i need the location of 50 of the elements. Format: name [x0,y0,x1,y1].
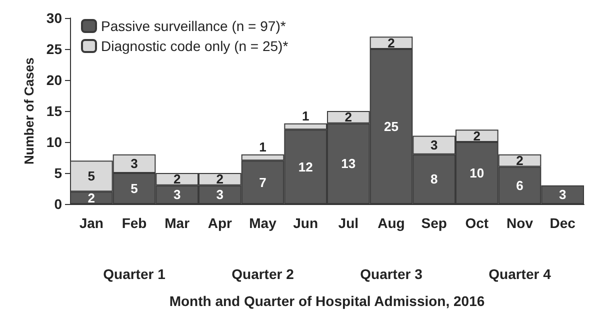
data-label: 12 [298,159,313,174]
data-label: 2 [473,128,481,144]
text: Quarter 2 [232,266,294,282]
x-tick-label: Aug [378,215,405,231]
x-tick-label: Apr [208,215,233,231]
x-tick-label: Jun [293,215,318,231]
y-tick-label: 30 [46,10,62,26]
data-label: 2 [216,172,224,187]
data-label: 10 [470,166,484,180]
data-label: 2 [88,190,96,206]
x-tick-label: May [249,215,277,231]
x-tick-label: Jul [338,215,359,231]
x-tick-label: Feb [122,215,147,231]
data-label: 25 [384,119,398,134]
data-label: 2 [344,110,352,125]
data-label: 3 [558,187,566,202]
x-tick-label: Dec [550,215,576,231]
legend-label: Passive surveillance (n = 97)* [101,18,286,34]
x-tick-label: Nov [506,215,534,231]
y-tick-label: 25 [46,41,62,57]
x-axis-title: Month and Quarter of Hospital Admission, 2016 [169,293,485,309]
x-tick-label: Oct [465,215,489,231]
y-tick-label: 0 [54,196,62,212]
text: Quarter 4 [488,266,552,282]
data-label: 7 [259,174,266,190]
y-tick-label: 20 [46,72,62,88]
data-label: 2 [516,153,524,168]
text: Quarter 3 [360,266,423,282]
data-label: 3 [130,156,138,172]
legend-label: Diagnostic code only (n = 25)* [101,38,289,54]
x-tick-label: Jan [79,215,104,231]
y-axis-title: Number of Cases [22,58,37,164]
data-label: 1 [259,139,266,154]
data-label: 8 [430,172,438,187]
data-label: 2 [388,35,395,50]
data-label: 5 [88,168,96,184]
data-label: 3 [216,187,224,202]
x-tick-label: Mar [164,215,190,231]
y-tick-label: 10 [46,134,62,150]
x-tick-label: Sep [421,215,447,231]
data-label: 3 [430,138,438,153]
data-label: 13 [341,156,356,172]
data-label: 1 [302,108,310,124]
data-label: 3 [173,187,181,202]
data-label: 5 [130,181,138,196]
y-tick-label: 15 [46,103,62,119]
text: Quarter 1 [103,266,166,282]
data-label: 2 [173,172,181,187]
y-tick-label: 5 [54,165,62,181]
data-label: 6 [516,178,524,193]
